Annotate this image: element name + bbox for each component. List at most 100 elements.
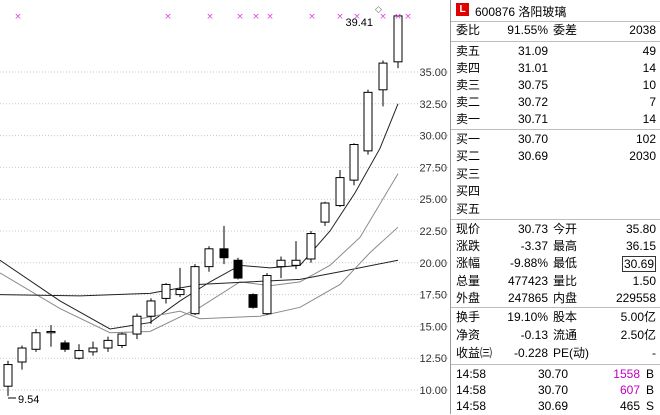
tick-volume: 1558 (613, 367, 640, 381)
price-axis: 35.00 32.50 30.00 27.50 25.00 22.50 20.00 17.50… (419, 67, 447, 397)
ask-price: 31.01 (517, 61, 548, 75)
moving-averages (0, 103, 399, 334)
quote-value: 1.50 (632, 273, 656, 288)
candle-body (233, 259, 243, 279)
ask-level-label: 卖二 (456, 95, 481, 109)
exchange-logo-icon: L (456, 3, 469, 16)
quote-panel: L 600876 洛阳玻璃 委比 91.55% 委差 2038 卖五 31.09 4… (450, 0, 660, 414)
price-tick-label: 27.50 (419, 162, 447, 174)
fin-label: PE(动) (553, 346, 590, 360)
fin-value: 19.10% (507, 310, 548, 324)
stock-name: 洛阳玻璃 (518, 5, 567, 19)
fin-row: 换手 19.10% 股本 5.00亿 (451, 309, 660, 326)
signal-marker: × (404, 12, 412, 22)
quote-row: 涨幅 -9.88% 最低 30.69 (451, 255, 660, 273)
candle-body (262, 275, 272, 315)
stock-code: 600876 (475, 5, 516, 19)
signal-marker: × (394, 12, 402, 22)
weicha-label: 委差 (553, 23, 578, 37)
price-tick-label: 35.00 (419, 67, 447, 79)
candle-body (349, 144, 359, 181)
ma-line (0, 259, 399, 297)
ask-level-label: 卖三 (456, 78, 481, 92)
quote-value: -9.88% (509, 256, 548, 271)
fin-row: 净资 -0.13 流通 2.50亿 (451, 327, 660, 344)
bid-level-label: 买一 (456, 132, 481, 146)
candle-body (291, 259, 301, 266)
tick-side: B (645, 383, 654, 397)
fin-value: 5.00亿 (620, 310, 656, 324)
ask-price: 30.72 (517, 95, 548, 109)
tick-side: B (645, 367, 654, 381)
signal-marker: × (14, 12, 22, 22)
bid-row: 买五 (451, 201, 660, 218)
candle-body (248, 294, 258, 308)
signal-marker: × (252, 12, 260, 22)
min-price-label: 9.54 (18, 394, 39, 406)
weibi-label: 委比 (456, 23, 481, 37)
bid-volume: 2030 (629, 149, 656, 164)
price-tick-label: 22.50 (419, 226, 447, 238)
quote-label: 最高 (553, 239, 578, 254)
price-tick-label: 15.00 (419, 321, 447, 333)
signal-marker: × (379, 12, 387, 22)
tick-side: S (645, 399, 654, 413)
bid-price: 30.69 (517, 149, 548, 164)
ask-volume: 14 (642, 61, 656, 75)
fin-label: 净资 (456, 328, 481, 342)
quote-label: 量比 (553, 273, 578, 288)
ask-price: 30.75 (517, 78, 548, 92)
quote-label: 涨跌 (456, 239, 481, 254)
low-price-box[interactable]: 30.69 (621, 256, 656, 273)
fin-value: -0.13 (520, 328, 548, 342)
signal-marker: × (336, 12, 344, 22)
candle-body (363, 91, 373, 152)
ask-volume: 10 (642, 78, 656, 92)
bid-level-label: 买二 (456, 149, 481, 164)
stock-header: L 600876 洛阳玻璃 (451, 0, 660, 20)
signal-marker: × (308, 12, 316, 22)
signal-marker: × (164, 12, 172, 22)
weibi-row: 委比 91.55% 委差 2038 (451, 22, 660, 39)
price-tick-label: 32.50 (419, 99, 447, 111)
price-tick-label: 10.00 (419, 385, 447, 397)
quote-label: 总量 (456, 273, 481, 288)
price-tick-label: 17.50 (419, 290, 447, 302)
bid-row: 买四 (451, 183, 660, 200)
candle-body (46, 330, 56, 334)
ask-level-label: 卖五 (456, 44, 481, 58)
fin-row: 收益㈢ -0.228 PE(动) - (451, 345, 660, 362)
bid-price: 30.70 (517, 132, 548, 146)
signal-marker: × (266, 12, 274, 22)
fin-value: - (652, 346, 656, 360)
bid-level-label: 买四 (456, 184, 481, 199)
max-price-label: 39.41 (345, 17, 373, 29)
ask-row: 卖四 31.01 14 (451, 60, 660, 77)
tick-row: 14:58 30.70 1558 B (451, 366, 660, 383)
fin-label: 收益㈢ (456, 346, 493, 360)
ask-row: 卖五 31.09 49 (451, 43, 660, 60)
ask-volume: 49 (642, 44, 656, 58)
tick-volume: 607 (619, 383, 640, 397)
quote-row: 外盘 247865 内盘 229558 (451, 290, 660, 307)
tick-price: 30.70 (537, 367, 568, 381)
quote-label: 内盘 (553, 290, 578, 305)
quote-row: 涨跌 -3.37 最高 36.15 (451, 238, 660, 255)
quote-value: -3.37 (520, 239, 548, 254)
quote-row: 现价 30.73 今开 35.80 (451, 221, 660, 238)
fin-value: -0.228 (513, 346, 548, 360)
quote-value: 247865 (507, 290, 548, 305)
signal-marker: × (236, 12, 244, 22)
candle-body (117, 333, 127, 346)
fin-label: 股本 (553, 310, 578, 324)
weicha-value: 2038 (629, 23, 656, 37)
fin-value: 2.50亿 (620, 328, 656, 342)
diamond-icon: ◇ (375, 5, 382, 15)
kline-chart[interactable]: 35.00 32.50 30.00 27.50 25.00 22.50 20.00 17.50… (0, 0, 450, 414)
candle-body (378, 62, 388, 91)
bid-volume: 102 (635, 132, 656, 146)
stock-title[interactable]: 600876 洛阳玻璃 (475, 3, 566, 20)
tick-row: 14:58 30.70 607 B (451, 382, 660, 399)
candle-body (219, 248, 229, 259)
price-tick-label: 12.50 (419, 353, 447, 365)
